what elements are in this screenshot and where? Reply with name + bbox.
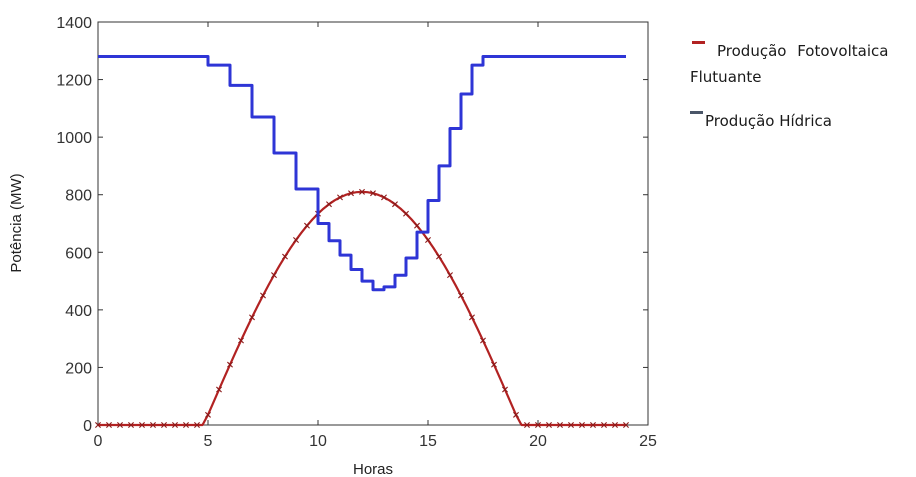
series-point-pv [513, 411, 519, 418]
legend-entry-pv: Produção Fotovoltaica Flutuante [690, 36, 914, 90]
legend: Produção Fotovoltaica Flutuante Produção… [690, 36, 914, 134]
x-tick-label: 20 [529, 433, 547, 450]
series-point-pv [106, 422, 112, 428]
series-point-pv [491, 361, 497, 368]
series-point-pv [238, 337, 244, 344]
series-point-pv [612, 422, 618, 428]
series-point-pv [546, 422, 552, 428]
series-layer [95, 55, 629, 428]
y-axis-label: Potência (MW) [8, 173, 25, 272]
y-tick-label: 1000 [56, 130, 92, 147]
series-point-pv [381, 194, 387, 201]
y-tick-label: 1400 [56, 15, 92, 32]
series-point-pv [447, 272, 453, 279]
series-point-pv [326, 201, 332, 208]
series-point-pv [304, 222, 310, 229]
y-tick-label: 200 [65, 360, 92, 377]
x-tick-label: 10 [309, 433, 327, 450]
x-tick-label: 0 [94, 433, 103, 450]
series-point-pv [403, 210, 409, 217]
y-tick-label: 400 [65, 303, 92, 320]
series-point-pv [601, 422, 607, 428]
series-point-pv [194, 422, 200, 428]
series-point-pv [348, 190, 354, 197]
series-point-pv [414, 222, 420, 229]
series-point-pv [370, 190, 376, 197]
series-point-pv [502, 386, 508, 393]
series-point-pv [359, 188, 365, 195]
series-point-pv [557, 422, 563, 428]
series-point-pv [260, 292, 266, 299]
series-point-pv [425, 237, 431, 244]
series-point-pv [568, 422, 574, 428]
series-point-pv [216, 386, 222, 393]
series-point-pv [150, 422, 156, 428]
series-point-pv [271, 272, 277, 279]
legend-swatch-hydro [690, 111, 703, 114]
y-tick-label: 0 [83, 418, 92, 435]
series-point-pv [117, 422, 123, 428]
legend-label-pv: Produção Fotovoltaica [717, 42, 889, 60]
series-point-pv [458, 292, 464, 299]
legend-label-hydro: Produção Hídrica [705, 112, 832, 130]
x-tick-label: 15 [419, 433, 437, 450]
legend-entry-hydro: Produção Hídrica [690, 108, 914, 134]
series-point-pv [139, 422, 145, 428]
series-point-pv [172, 422, 178, 428]
series-point-pv [205, 411, 211, 418]
y-axis: 0 200 400 600 800 1000 1200 1400 [56, 15, 648, 435]
plot-area [97, 21, 649, 426]
series-point-pv [293, 237, 299, 244]
x-axis: 0 5 10 15 20 25 [94, 22, 657, 450]
x-axis-label: Horas [353, 461, 393, 477]
series-point-pv [436, 253, 442, 260]
series-point-pv [282, 253, 288, 260]
series-point-pv [227, 361, 233, 368]
y-tick-label: 800 [65, 188, 92, 205]
series-point-pv [337, 194, 343, 201]
series-point-pv [524, 422, 530, 428]
series-point-pv [392, 201, 398, 208]
legend-swatch-pv [692, 41, 705, 44]
legend-label-pv-cont: Flutuante [690, 68, 762, 86]
series-point-pv [579, 422, 585, 428]
series-point-pv [469, 314, 475, 321]
series-point-pv [183, 422, 189, 428]
series-point-pv [128, 422, 134, 428]
y-tick-label: 1200 [56, 73, 92, 90]
series-point-pv [623, 422, 629, 428]
x-tick-label: 25 [639, 433, 657, 450]
series-point-pv [161, 422, 167, 428]
series-point-pv [590, 422, 596, 428]
x-tick-label: 5 [204, 433, 213, 450]
series-point-pv [535, 422, 541, 428]
line-chart: 0 200 400 600 800 1000 1200 1400 0 5 10 15 20 25 Hor… [8, 15, 657, 477]
series-point-pv [249, 314, 255, 321]
series-point-pv [480, 337, 486, 344]
series-line-hydro [98, 55, 626, 292]
y-tick-label: 600 [65, 245, 92, 262]
series-point-pv [95, 422, 101, 428]
